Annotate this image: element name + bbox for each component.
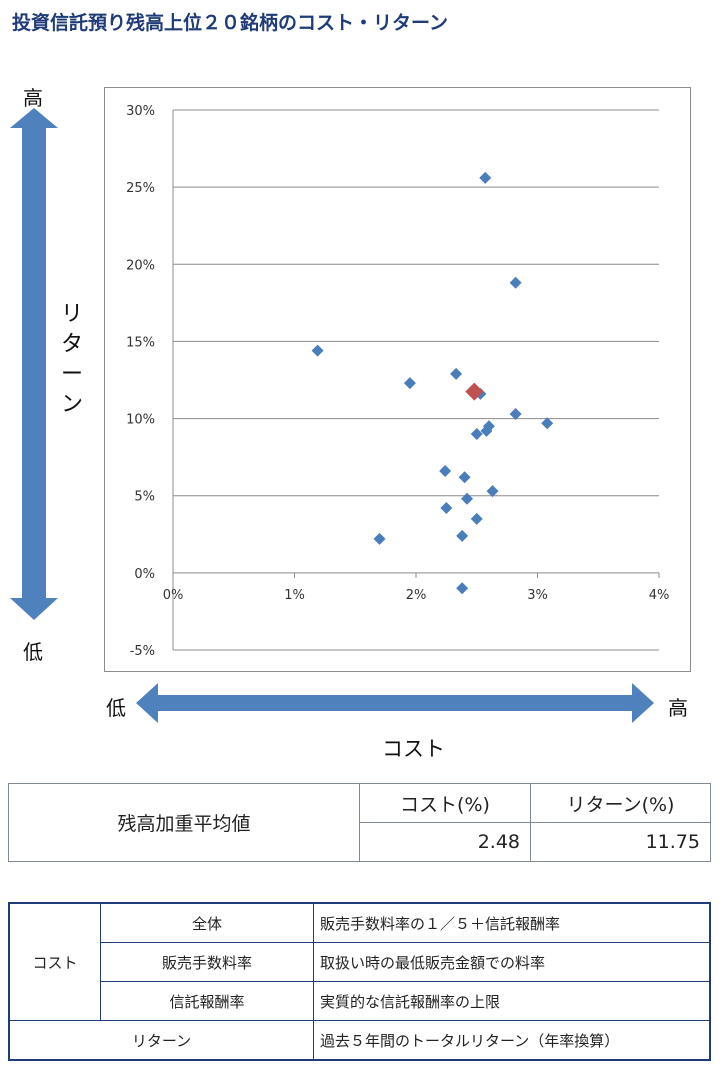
- definition-desc: 販売手数料率の１／５＋信託報酬率: [313, 902, 711, 943]
- data-point: [440, 502, 453, 515]
- y-tick-label: 10%: [126, 413, 155, 428]
- cost-column-header: コスト(%): [359, 783, 531, 823]
- data-point: [509, 276, 522, 289]
- cost-group-label: コスト: [8, 902, 101, 1021]
- y-axis-low-word: 低: [23, 640, 43, 664]
- y-axis-label: リ タ ー ン: [52, 300, 92, 420]
- x-axis-label: コスト: [382, 737, 445, 761]
- definition-desc: 取扱い時の最低販売金額での料率: [313, 942, 711, 982]
- return-group-label: リターン: [8, 1020, 314, 1061]
- weighted-average-table: 残高加重平均値 コスト(%) リターン(%) 2.48 11.75: [8, 783, 711, 862]
- data-point: [470, 428, 483, 440]
- definition-item: 信託報酬率: [100, 981, 314, 1021]
- data-point: [450, 367, 463, 380]
- definition-item: 販売手数料率: [100, 942, 314, 982]
- y-axis-label-char: リ: [60, 302, 83, 327]
- y-tick-label: 30%: [126, 104, 155, 119]
- y-tick-label: 25%: [126, 181, 155, 196]
- scatter-plot: -5% 0% 5% 10% 15% 20% 25% 30% 0% 1% 2% 3% 4%: [126, 104, 670, 659]
- data-point: [480, 424, 493, 437]
- y-tick-label: 0%: [134, 567, 155, 582]
- x-tick-label: 4%: [649, 588, 670, 603]
- data-point: [373, 532, 386, 545]
- x-tick-label: 2%: [406, 588, 427, 603]
- x-tick-label: 0%: [163, 588, 184, 603]
- y-tick-label: 15%: [126, 335, 155, 350]
- data-point: [311, 344, 324, 357]
- horizontal-arrow: [136, 683, 654, 723]
- cost-average-value: 2.48: [359, 822, 531, 862]
- y-axis-label-char: ー: [60, 362, 83, 387]
- weighted-average-label: 残高加重平均値: [8, 783, 360, 862]
- x-tick-label: 3%: [527, 588, 548, 603]
- chart-frame: -5% 0% 5% 10% 15% 20% 25% 30% 0% 1% 2% 3% 4%: [104, 87, 691, 672]
- definition-item: 全体: [100, 902, 314, 943]
- vertical-arrow: [10, 108, 58, 620]
- return-definition-desc: 過去５年間のトータルリターン（年率換算）: [313, 1020, 711, 1061]
- x-tick-label: 1%: [284, 588, 305, 603]
- x-axis-low-word: 低: [106, 696, 126, 720]
- data-point: [486, 485, 499, 498]
- return-column-header: リターン(%): [530, 783, 711, 823]
- data-point: [458, 471, 471, 484]
- return-average-value: 11.75: [530, 822, 711, 862]
- data-point: [456, 529, 469, 542]
- y-axis-label-char: ン: [60, 392, 83, 417]
- data-point: [456, 582, 469, 595]
- weighted-average-point: [465, 382, 484, 401]
- y-axis-high-word: 高: [23, 86, 43, 110]
- data-point: [439, 465, 452, 478]
- definition-desc: 実質的な信託報酬率の上限: [313, 981, 711, 1021]
- x-axis-high-word: 高: [668, 696, 688, 720]
- data-point: [403, 377, 416, 390]
- data-point: [509, 407, 522, 420]
- data-point: [470, 512, 483, 525]
- y-axis-label-char: タ: [60, 332, 83, 357]
- data-point: [541, 417, 554, 430]
- data-point: [461, 492, 474, 505]
- data-point: [479, 171, 492, 184]
- y-tick-label: 20%: [126, 258, 155, 273]
- definition-table: コスト 全体 販売手数料率の１／５＋信託報酬率 販売手数料率 取扱い時の最低販売…: [8, 902, 711, 1061]
- y-tick-label: -5%: [130, 644, 155, 659]
- page-title: 投資信託預り残高上位２０銘柄のコスト・リターン: [12, 12, 449, 34]
- y-tick-label: 5%: [134, 490, 155, 505]
